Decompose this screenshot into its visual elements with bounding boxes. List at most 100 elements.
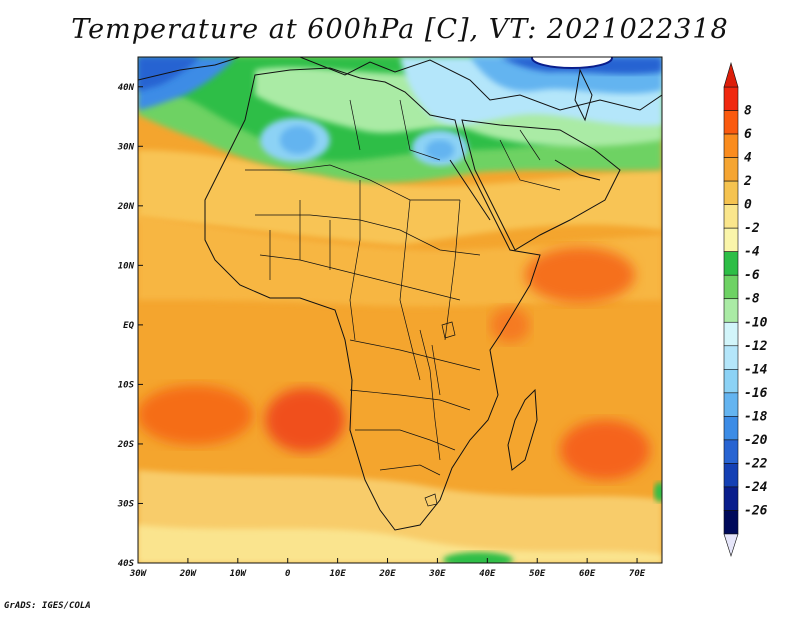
- lon-tick-label: 0: [285, 569, 291, 579]
- lake-victoria: [441, 321, 456, 339]
- colorbar-swatch: [723, 86, 739, 111]
- lon-tick-label: 70E: [629, 569, 646, 579]
- colorbar-label: -8: [744, 292, 760, 307]
- red-sea-coastline: [449, 159, 491, 221]
- border-line: [379, 464, 441, 476]
- colorbar-label: -14: [744, 362, 768, 377]
- lon-tick-label: 60E: [579, 569, 596, 579]
- lat-tick-label: 30N: [117, 142, 135, 152]
- colorbar-label: 4: [744, 151, 752, 166]
- border-line: [355, 429, 456, 451]
- colorbar-swatch: [723, 369, 739, 394]
- grads-credit: GrADS: IGES/COLA: [4, 601, 91, 611]
- lat-tick-label: 40N: [118, 83, 135, 93]
- field-band-northern-warm: [138, 150, 662, 245]
- field-green-south: [443, 552, 513, 563]
- border-line: [255, 214, 481, 256]
- latitude-axis: 40N 30N 20N 10N EQ 10S 20S 30S 40S: [117, 83, 143, 569]
- lat-tick-label: 30S: [117, 499, 135, 509]
- africa-coastline: [204, 67, 541, 531]
- caspian-coastline: [574, 68, 593, 122]
- colorbar-swatch: [723, 251, 739, 276]
- field-cold-low-algeria-core: [280, 126, 316, 154]
- colorbar-swatch: [723, 274, 739, 300]
- persian-gulf-coastline: [554, 159, 601, 181]
- lat-tick-label: 20N: [117, 202, 135, 212]
- colorbar-swatch: [723, 486, 739, 511]
- colorbar-label: 2: [743, 174, 752, 189]
- field-warm-east-africa: [490, 307, 530, 343]
- colorbar-swatch: [723, 321, 739, 347]
- lon-tick-label: 50E: [529, 569, 546, 579]
- colorbar-label: -6: [744, 268, 760, 283]
- colorbar-swatch: [723, 204, 739, 229]
- lake-tanganyika: [431, 344, 441, 396]
- colorbar-label: -18: [744, 409, 768, 424]
- colorbar-label: -26: [744, 503, 768, 518]
- lon-tick-label: 10W: [230, 569, 248, 579]
- lon-tick-label: 20W: [179, 569, 198, 579]
- field-warm-atlantic: [138, 385, 253, 445]
- madagascar-coastline: [507, 388, 538, 471]
- colorbar-label: 8: [744, 104, 752, 119]
- border-line: [349, 339, 481, 371]
- field-warm-angola: [265, 388, 345, 452]
- colorbar-label: 0: [744, 198, 752, 213]
- colorbar: 8 6 4 2 0 -2 -4 -6 -8 -10 -12 -14 -16 -18 -20 -22 -24 -26: [723, 61, 768, 557]
- colorbar-swatch: [723, 510, 739, 535]
- colorbar-label: -12: [744, 339, 768, 354]
- colorbar-label: 6: [744, 127, 752, 142]
- lat-tick-label: 10N: [118, 261, 135, 271]
- colorbar-label: -16: [744, 386, 768, 401]
- lat-tick-label: 10S: [118, 380, 135, 390]
- field-band-southern-pale: [138, 525, 662, 563]
- colorbar-swatch: [723, 416, 739, 441]
- europe-coastline: [138, 57, 662, 111]
- colorbar-swatch: [723, 227, 739, 252]
- field-white-cap: [531, 57, 613, 69]
- colorbar-swatch: [723, 298, 739, 323]
- colorbar-label: -2: [744, 221, 760, 236]
- map-title: Temperature at 600hPa [C], VT: 202102231…: [71, 14, 729, 45]
- lon-tick-label: 40E: [479, 569, 496, 579]
- field-cold-nw-atlantic-core: [138, 57, 200, 92]
- field-warm-indian-ocean: [560, 420, 650, 480]
- border-line: [499, 129, 561, 191]
- colorbar-swatch: [723, 463, 739, 488]
- field-cold-low-egypt-core: [426, 140, 454, 160]
- colorbar-bottom-arrow: [723, 533, 739, 557]
- arabia-coastline: [461, 119, 621, 251]
- lat-tick-label: EQ: [123, 321, 134, 331]
- lon-tick-label: 30W: [129, 569, 148, 579]
- lon-tick-label: 30E: [428, 569, 446, 579]
- border-line: [349, 180, 361, 341]
- lat-tick-label: 40S: [118, 559, 135, 569]
- temperature-field: [138, 57, 662, 563]
- border-line: [349, 389, 471, 411]
- coastlines: [138, 57, 662, 531]
- colorbar-label: -20: [744, 433, 768, 448]
- lon-tick-label: 10E: [329, 569, 346, 579]
- border-line: [444, 199, 461, 341]
- border-line: [419, 329, 441, 461]
- border-line: [269, 200, 331, 280]
- field-green-south-east: [654, 482, 662, 502]
- colorbar-top-arrow: [723, 61, 739, 88]
- lon-tick-label: 20E: [378, 569, 396, 579]
- plot-frame: [137, 56, 663, 564]
- border-line: [259, 254, 461, 301]
- border-line: [245, 164, 460, 201]
- colorbar-label: -10: [744, 315, 768, 330]
- colorbar-label: -24: [744, 480, 768, 495]
- colorbar-label: -22: [744, 456, 768, 471]
- colorbar-swatch: [723, 157, 739, 182]
- colorbar-swatch: [723, 133, 739, 158]
- colorbar-swatch: [723, 392, 739, 417]
- border-line: [349, 99, 441, 161]
- colorbar-swatch: [723, 345, 739, 370]
- colorbar-swatch: [723, 180, 739, 205]
- colorbar-swatch: [723, 110, 739, 135]
- colorbar-swatch: [723, 439, 739, 464]
- lesotho: [424, 493, 438, 507]
